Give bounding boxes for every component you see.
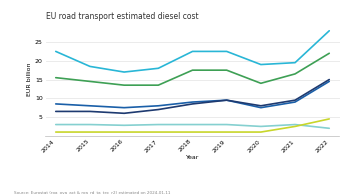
Text: Source: Eurostat (roa_ova_act & roa_rd_ta_tec_r2) estimated on 2024-01-11: Source: Eurostat (roa_ova_act & roa_rd_t… — [14, 190, 170, 194]
Y-axis label: EUR billion: EUR billion — [27, 63, 32, 96]
Text: EU road transport estimated diesel cost: EU road transport estimated diesel cost — [46, 12, 198, 21]
X-axis label: Year: Year — [186, 155, 199, 160]
